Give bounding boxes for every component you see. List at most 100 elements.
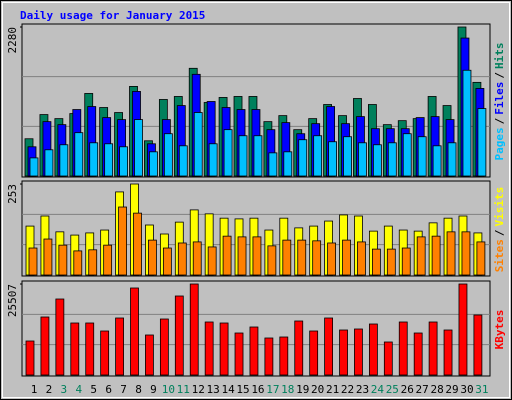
bar xyxy=(207,246,217,276)
bar xyxy=(43,238,53,276)
x-tick-label: 31 xyxy=(475,383,488,396)
bar xyxy=(339,329,348,376)
bar xyxy=(279,336,289,376)
bar xyxy=(264,337,274,376)
x-tick-label: 25 xyxy=(386,383,399,396)
bar xyxy=(118,206,127,276)
bar xyxy=(134,119,143,177)
bar xyxy=(145,334,154,376)
bar xyxy=(103,244,113,276)
bar xyxy=(358,142,367,177)
bar xyxy=(282,239,292,276)
x-tick-label: 14 xyxy=(221,383,235,396)
x-tick-label: 20 xyxy=(311,383,324,396)
bar xyxy=(208,143,218,177)
x-tick-label: 6 xyxy=(105,383,112,396)
y-tick-label: 253 xyxy=(6,184,19,204)
x-tick-label: 11 xyxy=(177,383,190,396)
bar xyxy=(219,322,229,376)
x-tick-label: 1 xyxy=(31,383,38,396)
x-tick-label: 29 xyxy=(445,383,458,396)
legend-entry: Sites xyxy=(493,239,506,272)
x-tick-label: 26 xyxy=(401,383,414,396)
bar xyxy=(313,135,323,177)
bar xyxy=(238,135,248,177)
bar xyxy=(324,317,334,376)
y-tick-label: 25507 xyxy=(6,284,19,317)
legend-entry: Pages xyxy=(493,127,506,160)
bar xyxy=(327,242,337,276)
legend-entry: Visits xyxy=(493,187,506,227)
bar xyxy=(477,108,487,177)
x-tick-label: 15 xyxy=(236,383,249,396)
bar xyxy=(417,136,427,177)
legend-separator: / xyxy=(493,117,506,124)
bar xyxy=(148,239,157,276)
x-tick-label: 24 xyxy=(371,383,385,396)
x-tick-label: 30 xyxy=(460,383,473,396)
bar xyxy=(40,316,50,376)
bar xyxy=(343,136,352,177)
x-tick-label: 19 xyxy=(296,383,309,396)
bar xyxy=(309,330,319,376)
bar xyxy=(222,235,232,276)
bar xyxy=(178,145,188,177)
x-tick-label: 12 xyxy=(192,383,205,396)
bar xyxy=(115,317,124,376)
x-tick-label: 16 xyxy=(251,383,264,396)
bar xyxy=(55,298,65,376)
bar xyxy=(59,144,69,177)
legend: Pages / Files / Hits xyxy=(493,43,506,161)
x-tick-label: 2 xyxy=(46,383,53,396)
legend: Sites / Visits xyxy=(493,187,506,273)
x-tick-label: 23 xyxy=(356,383,369,396)
bar xyxy=(119,146,128,177)
bar xyxy=(162,247,172,276)
bar xyxy=(193,112,203,177)
x-tick-label: 18 xyxy=(281,383,294,396)
x-tick-label: 5 xyxy=(90,383,97,396)
bar xyxy=(268,152,278,177)
bar xyxy=(342,239,351,276)
bar xyxy=(234,332,244,376)
bar xyxy=(401,247,411,276)
chart-title: Daily usage for January 2015 xyxy=(20,9,205,22)
bar xyxy=(461,231,471,276)
legend-separator: / xyxy=(493,72,506,79)
bar xyxy=(283,151,293,177)
bar xyxy=(237,236,247,276)
bar xyxy=(223,129,233,177)
bar xyxy=(133,212,142,276)
bar xyxy=(25,340,35,376)
bar xyxy=(476,241,486,276)
bar xyxy=(252,236,262,276)
bar xyxy=(249,326,259,376)
bar xyxy=(253,135,263,177)
bar xyxy=(204,321,214,376)
bar xyxy=(85,322,95,376)
bar xyxy=(29,157,39,177)
bar xyxy=(88,249,98,276)
bar xyxy=(297,239,307,276)
bar xyxy=(294,320,304,376)
bar xyxy=(443,329,453,376)
x-tick-label: 21 xyxy=(326,383,339,396)
legend-separator: / xyxy=(493,229,506,236)
bar xyxy=(28,247,38,276)
x-tick-label: 8 xyxy=(135,383,142,396)
x-tick-label: 10 xyxy=(162,383,175,396)
bar xyxy=(402,133,412,177)
bar xyxy=(416,236,426,276)
bar xyxy=(386,248,396,276)
bar xyxy=(473,314,483,376)
bar xyxy=(100,330,110,376)
bar xyxy=(431,235,441,276)
bar xyxy=(104,143,114,177)
legend-entry: Hits xyxy=(493,43,506,70)
bar xyxy=(298,139,308,177)
bar xyxy=(383,341,393,376)
bar xyxy=(73,250,83,276)
bar xyxy=(58,244,68,276)
